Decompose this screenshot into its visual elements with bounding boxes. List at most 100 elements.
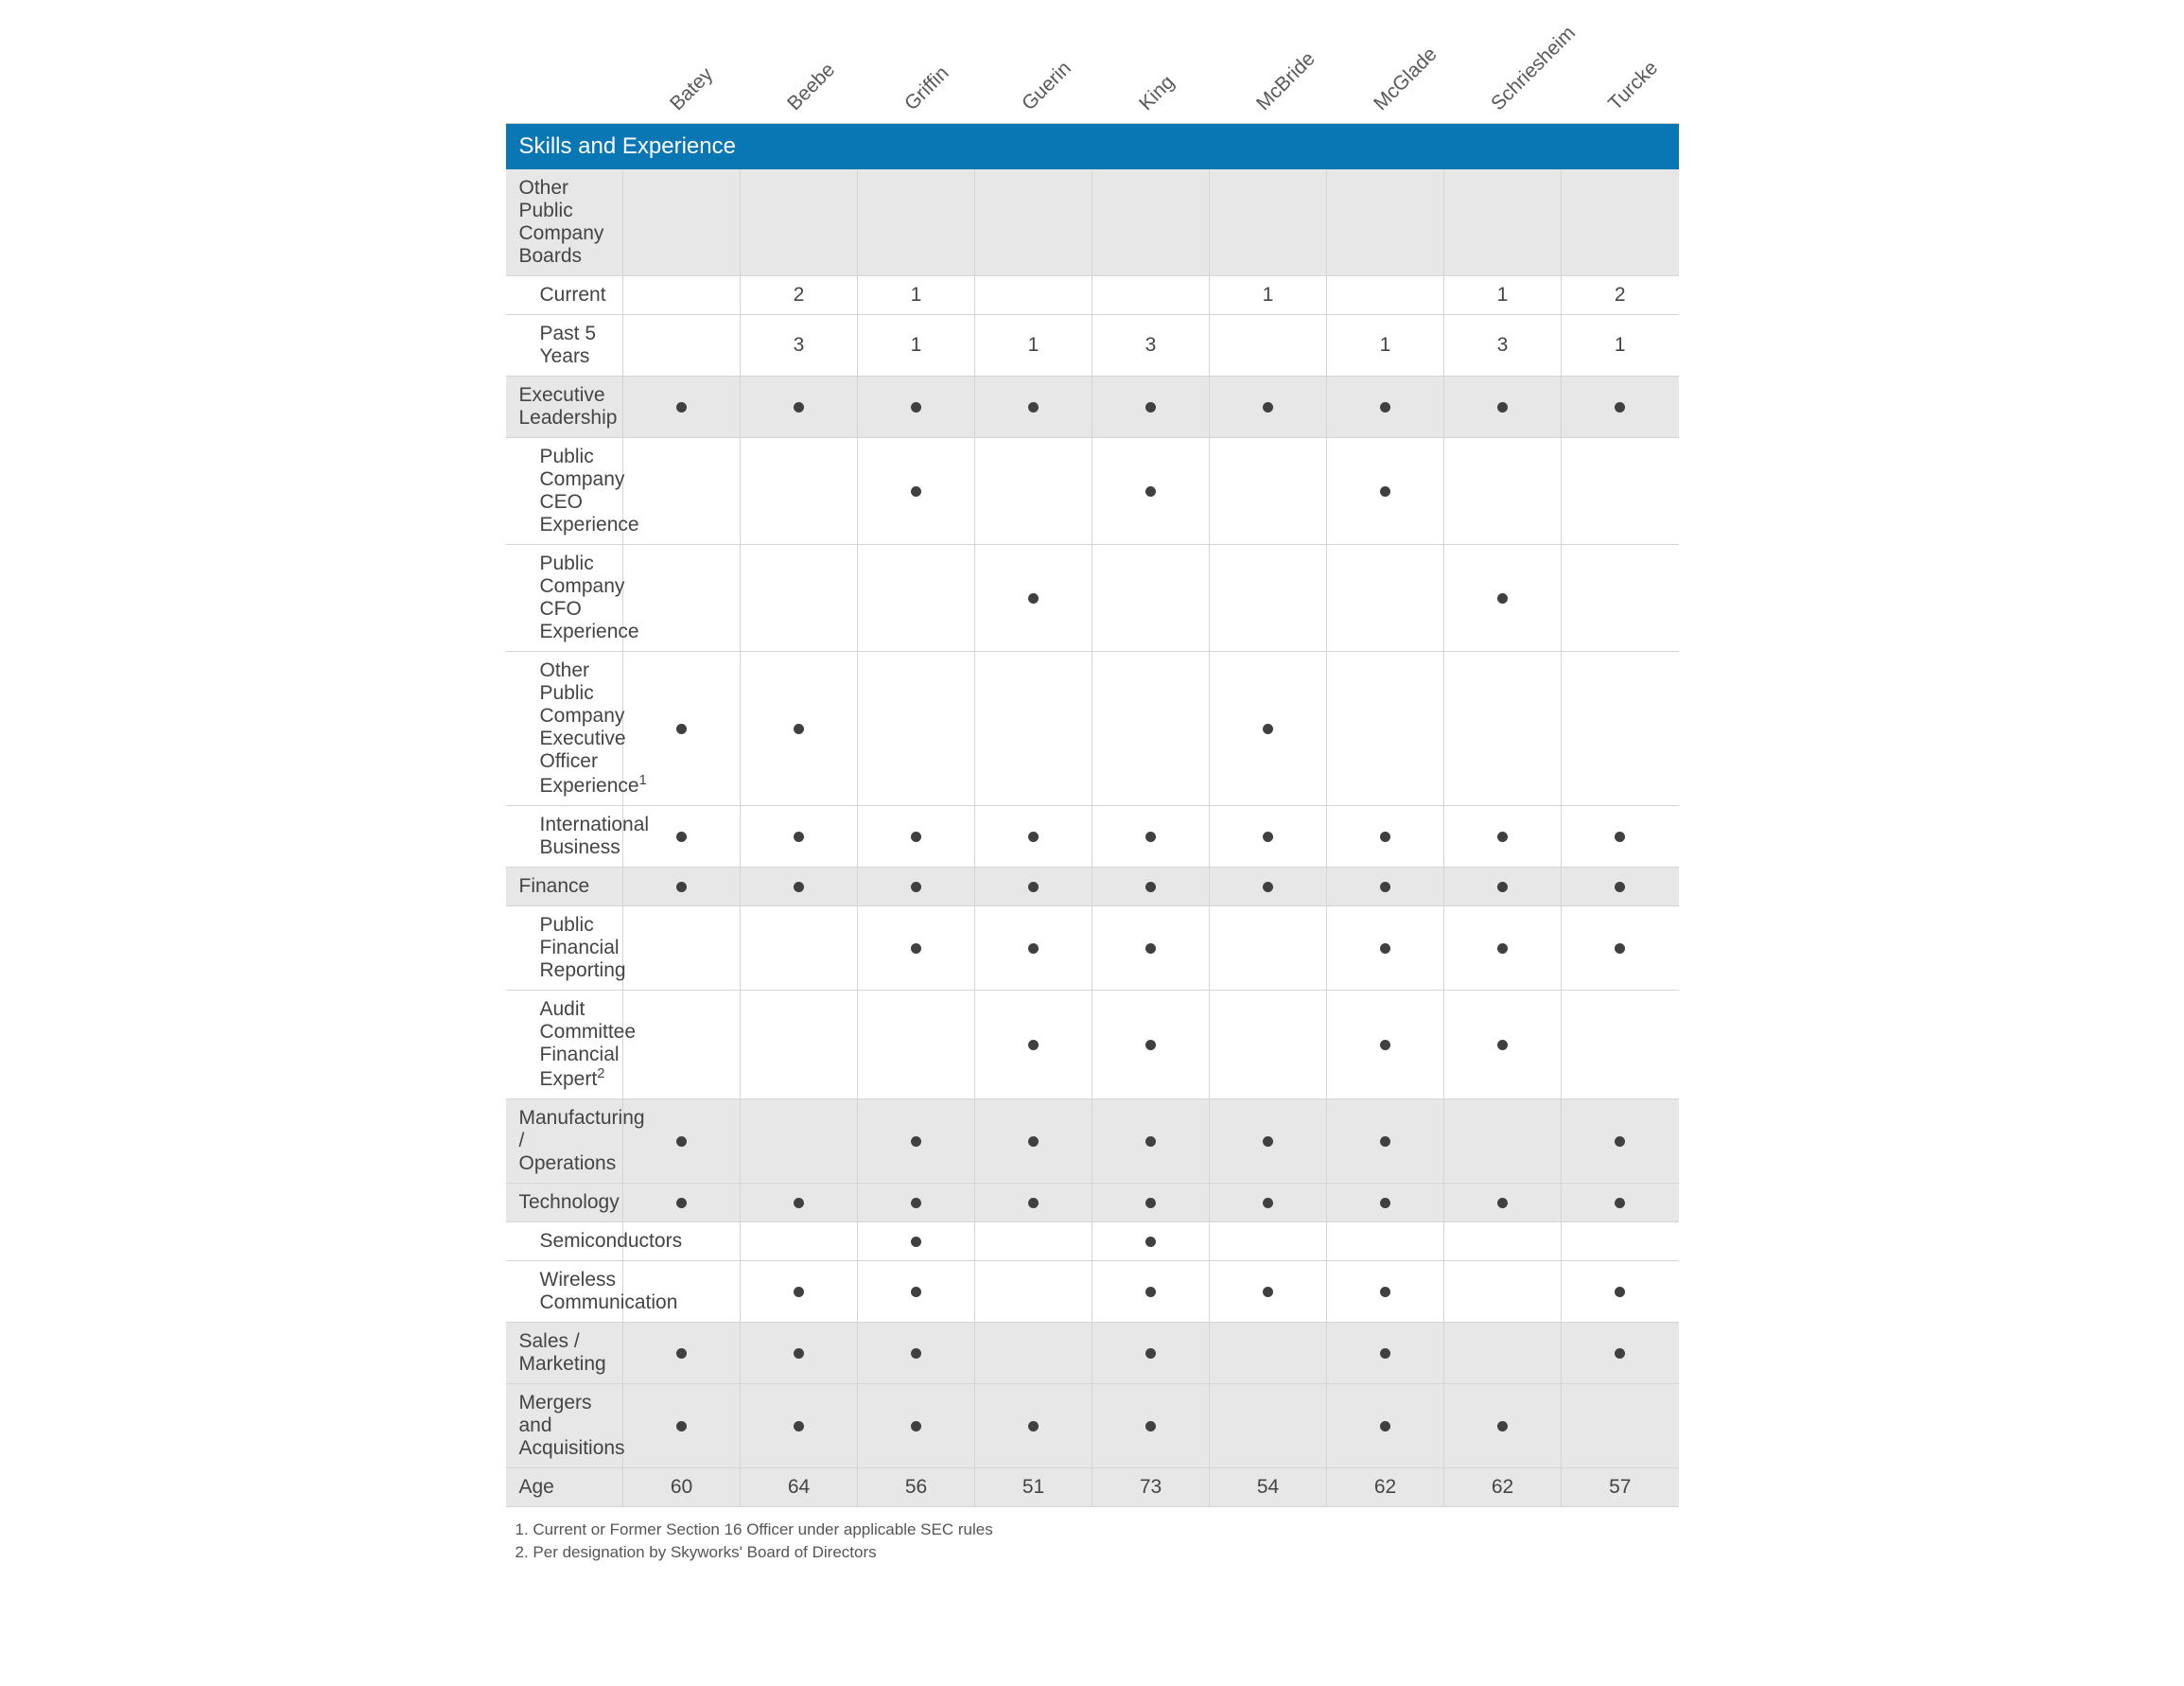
row-label: Mergers and Acquisitions (506, 1383, 623, 1467)
row-label-text: Other Public Company Boards (519, 177, 604, 267)
table-cell (1210, 544, 1327, 651)
row-label: Technology (506, 1183, 623, 1221)
cell-value: 1 (1263, 284, 1274, 306)
dot-icon (1615, 1287, 1625, 1297)
table-row: Age606456517354626257 (506, 1467, 1679, 1506)
table-cell (1327, 1383, 1444, 1467)
column-header: Beebe (741, 19, 858, 123)
dot-icon (794, 832, 804, 842)
dot-icon (1380, 1198, 1390, 1208)
cell-value: 3 (1145, 334, 1157, 356)
row-label-text: Executive Leadership (519, 384, 618, 429)
cell-value: 60 (671, 1476, 692, 1498)
table-cell (1562, 867, 1679, 905)
table-cell (741, 1098, 858, 1183)
row-label-text: Age (519, 1476, 554, 1498)
table-cell (1327, 905, 1444, 990)
table-cell (975, 1260, 1092, 1322)
table-cell (1327, 651, 1444, 805)
dot-icon (1380, 882, 1390, 892)
cell-value: 62 (1492, 1476, 1513, 1498)
table-cell (858, 1260, 975, 1322)
table-cell (741, 1322, 858, 1383)
dot-icon (676, 1348, 687, 1359)
table-cell (1327, 376, 1444, 437)
row-label: Wireless Communication (506, 1260, 623, 1322)
row-label-text: Audit Committee Financial Expert (540, 998, 637, 1090)
dot-icon (1497, 402, 1508, 413)
table-cell (1092, 437, 1210, 544)
dot-icon (1497, 1198, 1508, 1208)
dot-icon (1615, 943, 1625, 954)
dot-icon (911, 1237, 921, 1247)
row-label: Other Public Company Executive Officer E… (506, 651, 623, 805)
table-cell (858, 544, 975, 651)
cell-value: 64 (788, 1476, 810, 1498)
table-cell (623, 1383, 741, 1467)
column-header-label: King (1135, 71, 1179, 115)
dot-icon (1145, 1040, 1156, 1050)
row-label-text: Past 5 Years (540, 323, 597, 367)
dot-icon (1497, 882, 1508, 892)
dot-icon (1145, 832, 1156, 842)
dot-icon (1028, 402, 1039, 413)
table-body: Skills and Experience Other Public Compa… (506, 123, 1679, 1506)
dot-icon (794, 402, 804, 413)
cell-value: 57 (1609, 1476, 1631, 1498)
table-cell: 62 (1444, 1467, 1562, 1506)
table-cell (858, 1322, 975, 1383)
table-row: Executive Leadership (506, 376, 1679, 437)
table-cell (1444, 376, 1562, 437)
table-cell (1562, 544, 1679, 651)
table-cell: 1 (1327, 314, 1444, 376)
table-cell (1210, 1260, 1327, 1322)
cell-value: 56 (905, 1476, 927, 1498)
table-cell (1562, 437, 1679, 544)
table-row: Manufacturing / Operations (506, 1098, 1679, 1183)
table-cell (1092, 651, 1210, 805)
dot-icon (1028, 593, 1039, 604)
table-cell: 64 (741, 1467, 858, 1506)
dot-icon (1380, 1136, 1390, 1147)
table-cell (1210, 1383, 1327, 1467)
table-cell (1444, 1098, 1562, 1183)
cell-value: 3 (794, 334, 805, 356)
table-cell (1444, 805, 1562, 867)
dot-icon (1145, 1237, 1156, 1247)
blank-corner (506, 19, 623, 123)
table-cell (1327, 275, 1444, 314)
dot-icon (676, 1136, 687, 1147)
dot-icon (676, 724, 687, 734)
cell-value: 1 (1028, 334, 1040, 356)
table-cell (741, 867, 858, 905)
row-label-sup: 2 (597, 1066, 604, 1081)
table-cell (1562, 1260, 1679, 1322)
table-cell (1562, 990, 1679, 1098)
table-cell (623, 544, 741, 651)
table-cell: 1 (858, 314, 975, 376)
table-cell (741, 651, 858, 805)
table-cell (1092, 1322, 1210, 1383)
row-label-text: Sales / Marketing (519, 1330, 606, 1375)
dot-icon (911, 832, 921, 842)
table-cell (1444, 437, 1562, 544)
dot-icon (1145, 882, 1156, 892)
table-cell (1210, 169, 1327, 276)
table-cell: 51 (975, 1467, 1092, 1506)
column-header-label: McBride (1252, 47, 1319, 114)
dot-icon (1145, 1136, 1156, 1147)
row-label-text: Mergers and Acquisitions (519, 1392, 625, 1459)
dot-icon (1145, 1348, 1156, 1359)
table-cell (975, 1183, 1092, 1221)
table-cell (858, 1221, 975, 1260)
table-cell (1092, 990, 1210, 1098)
table-cell (741, 805, 858, 867)
cell-value: 51 (1022, 1476, 1044, 1498)
row-label: Age (506, 1467, 623, 1506)
table-cell (1210, 867, 1327, 905)
table-cell (1210, 1183, 1327, 1221)
dot-icon (1380, 486, 1390, 497)
table-cell (741, 544, 858, 651)
cell-value: 62 (1374, 1476, 1396, 1498)
dot-icon (911, 882, 921, 892)
